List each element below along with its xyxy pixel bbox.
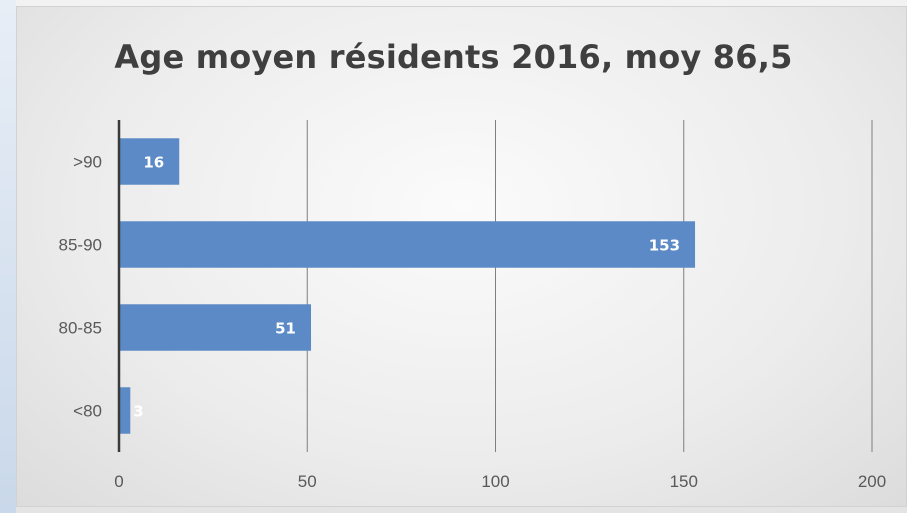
x-tick-label: 0 <box>114 472 123 491</box>
data-label: 153 <box>649 237 680 255</box>
category-label: 80-85 <box>59 319 102 338</box>
bar <box>119 138 180 185</box>
category-label: <80 <box>73 402 102 421</box>
category-label: 85-90 <box>59 236 102 255</box>
x-tick-label: 100 <box>481 472 509 491</box>
x-tick-label: 150 <box>670 472 698 491</box>
bar <box>119 387 131 434</box>
x-tick-label: 50 <box>298 472 317 491</box>
chart-title: Age moyen résidents 2016, moy 86,5 <box>114 38 793 76</box>
data-label: 16 <box>143 154 164 172</box>
x-tick-label: 200 <box>858 472 886 491</box>
category-label: >90 <box>73 153 102 172</box>
slide-edge-strip <box>0 0 16 513</box>
bar <box>119 221 696 268</box>
bar <box>119 304 312 351</box>
data-label: 3 <box>133 403 143 421</box>
data-label: 51 <box>275 320 296 338</box>
